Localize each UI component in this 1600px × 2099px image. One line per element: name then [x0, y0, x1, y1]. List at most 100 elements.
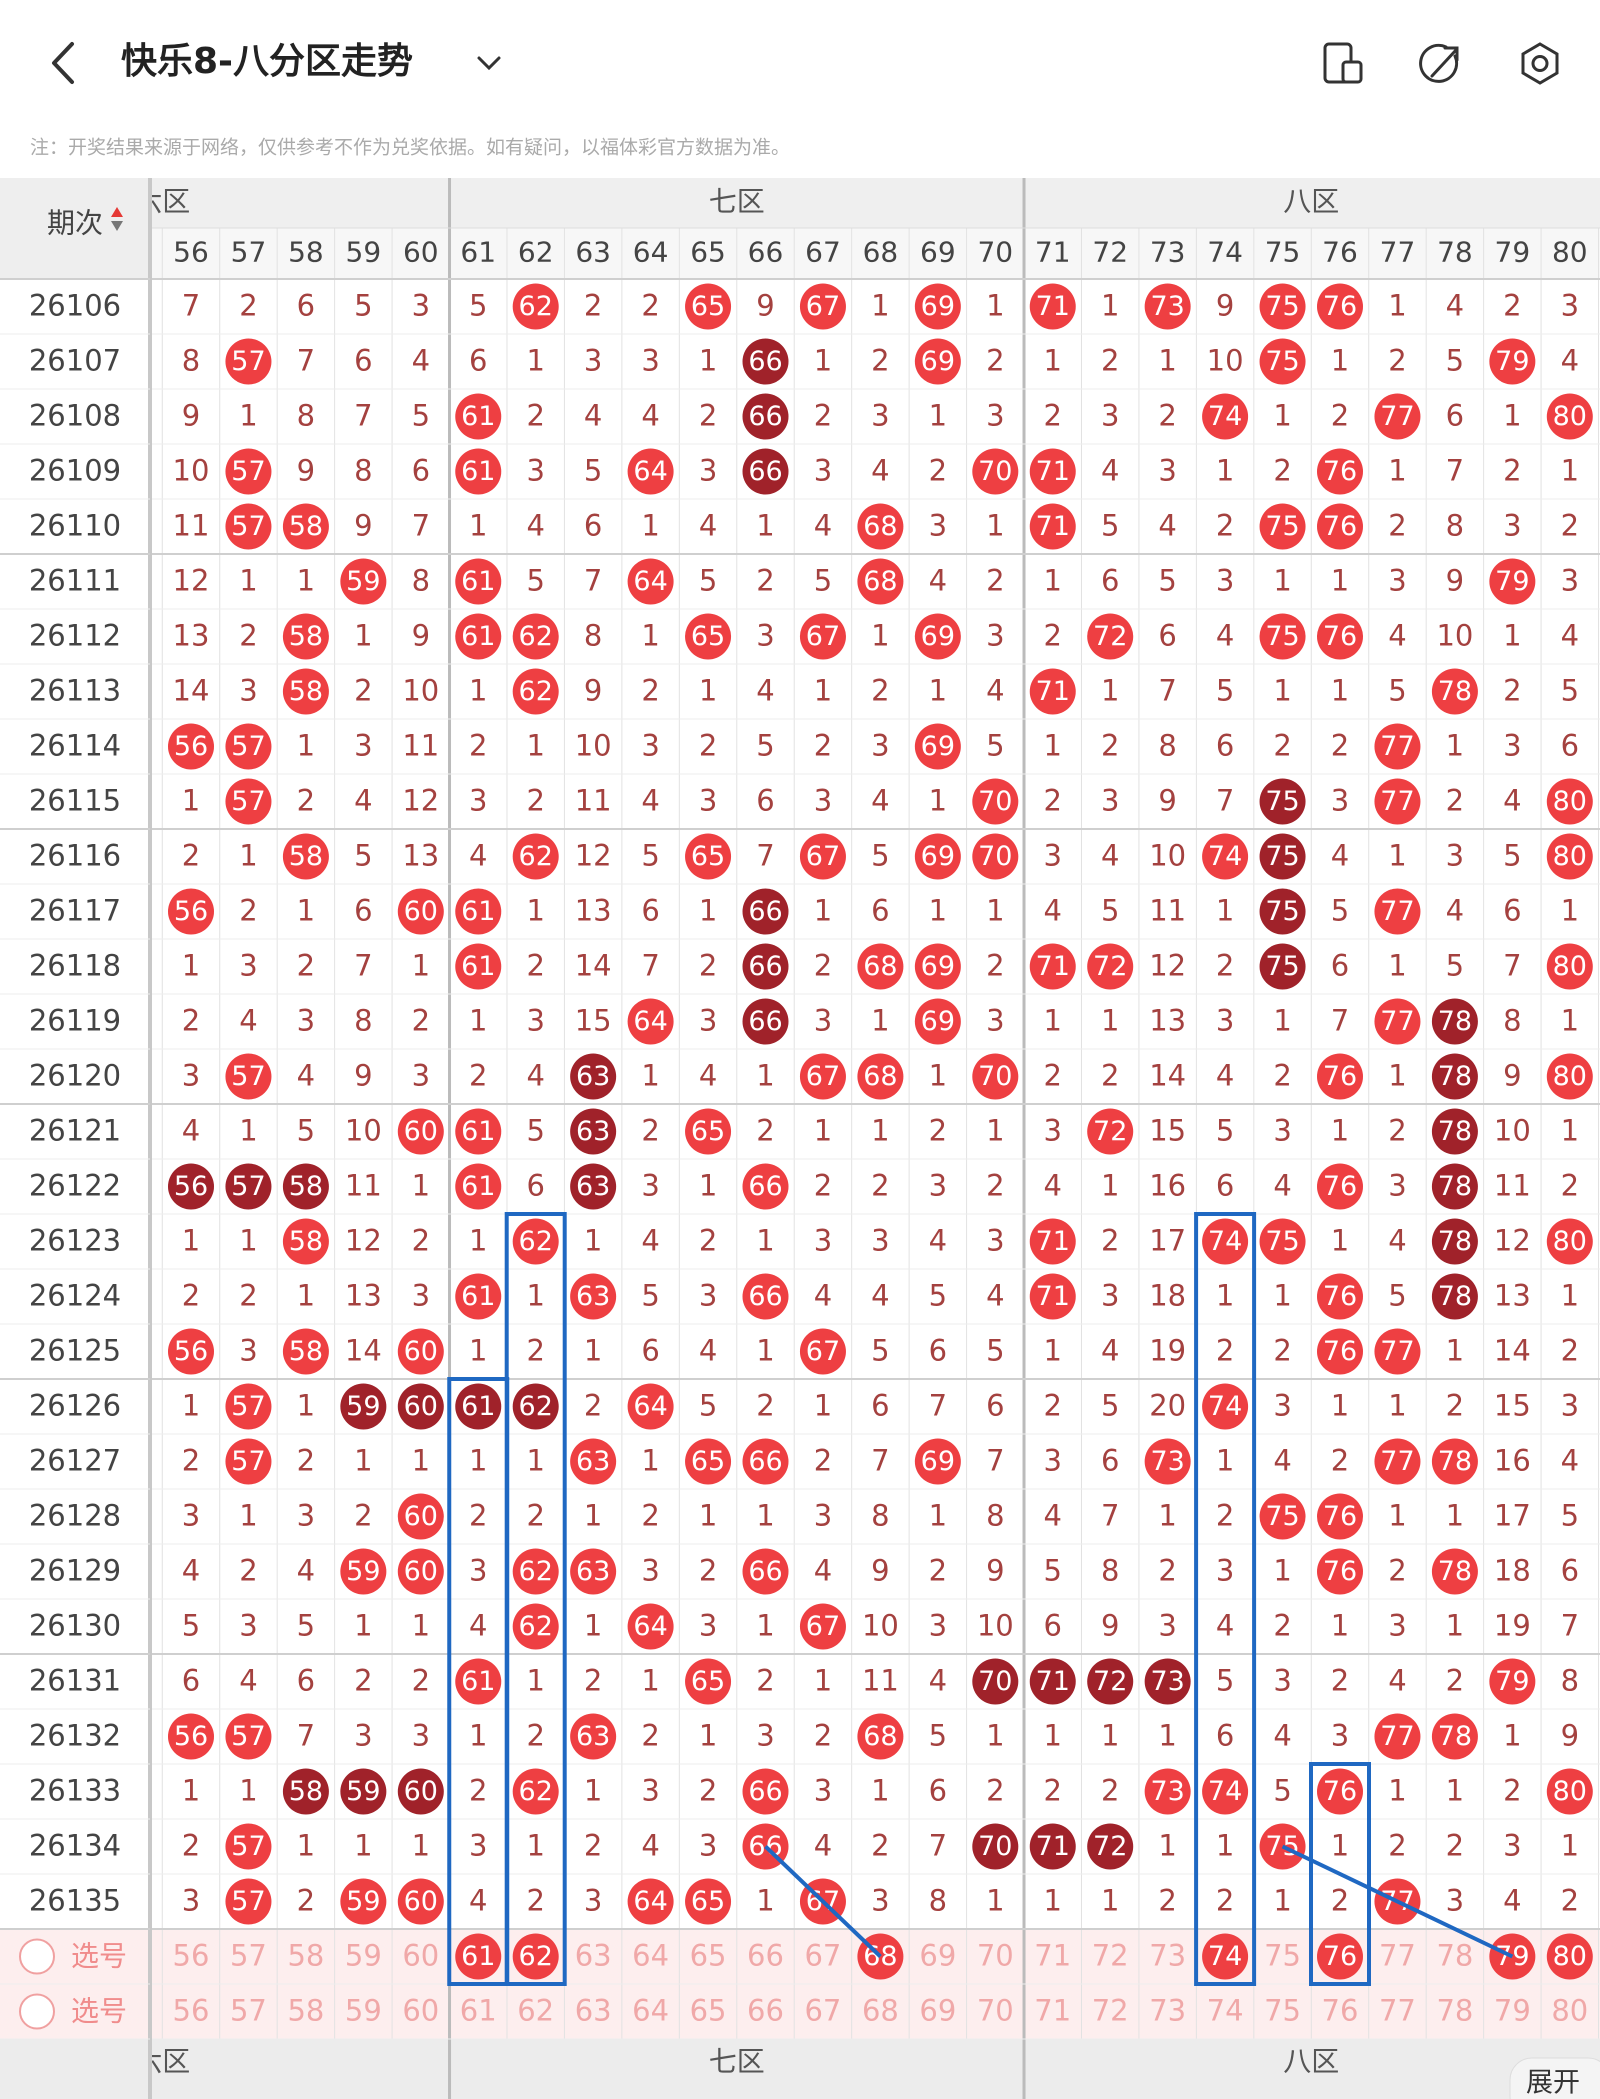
cell-number: 2 [1331, 1664, 1349, 1698]
cell-number: 13 [345, 1279, 382, 1313]
cell-number: 1 [1044, 564, 1062, 598]
number-ball [1202, 833, 1249, 880]
cell-number: 1 [469, 674, 487, 708]
cell-number: 2 [1273, 1609, 1291, 1643]
cell-number: 1 [641, 619, 659, 653]
number-ball [282, 1768, 329, 1815]
cell-number: 8 [871, 1499, 889, 1533]
ball-number: 66 [748, 346, 782, 377]
cell-number: 2 [756, 564, 774, 598]
cell-number: 4 [1273, 1444, 1291, 1478]
number-header-bg [0, 228, 1600, 279]
number-ball [340, 1548, 387, 1595]
cell-number: 1 [1388, 1774, 1406, 1808]
sort-indicator[interactable] [111, 207, 123, 217]
cell-number: 3 [756, 1719, 774, 1753]
period-number: 26127 [29, 1444, 121, 1478]
number-ball [799, 1603, 846, 1650]
cell-number: 2 [871, 1169, 889, 1203]
device-icon[interactable] [1323, 42, 1363, 84]
cell-number: 1 [297, 729, 315, 763]
cell-number: 1 [297, 894, 315, 928]
cell-number: 1 [986, 289, 1004, 323]
cell-number: 67 [804, 1994, 841, 2028]
number-ball [1431, 1438, 1478, 1485]
cell-number: 4 [871, 454, 889, 488]
cell-number: 3 [469, 784, 487, 818]
number-ball [455, 448, 502, 495]
settings-icon[interactable] [1521, 42, 1559, 85]
ball-number: 60 [404, 1501, 438, 1532]
cell-number: 8 [1561, 1664, 1579, 1698]
cell-number: 4 [1044, 1499, 1062, 1533]
number-ball [1317, 1163, 1363, 1210]
cell-number: 1 [1446, 1774, 1464, 1808]
ball-number: 77 [1380, 731, 1414, 762]
cell-number: 2 [412, 1224, 430, 1258]
cell-number: 17 [1494, 1499, 1531, 1533]
cell-number: 8 [182, 344, 200, 378]
cell-number: 8 [354, 454, 372, 488]
select-radio[interactable] [19, 1938, 55, 1975]
cell-number: 1 [526, 1664, 544, 1698]
cell-number: 17 [1149, 1224, 1186, 1258]
cell-number: 2 [1446, 784, 1464, 818]
select-radio[interactable] [19, 1993, 55, 2030]
column-number: 74 [1207, 236, 1243, 269]
cell-number: 1 [1044, 1334, 1062, 1368]
cell-number: 2 [929, 1554, 947, 1588]
cell-number: 5 [1331, 894, 1349, 928]
cell-number: 9 [986, 1554, 1004, 1588]
number-ball [1546, 833, 1593, 880]
cell-number: 1 [469, 1719, 487, 1753]
cell-number: 13 [402, 839, 439, 873]
cell-number: 1 [412, 1829, 430, 1863]
period-number: 26113 [29, 674, 121, 708]
number-ball [627, 1878, 674, 1925]
cell-number: 1 [239, 1114, 257, 1148]
cell-number: 6 [1101, 1444, 1119, 1478]
cell-number: 4 [929, 1224, 947, 1258]
ball-number: 59 [346, 1886, 380, 1917]
cell-number: 2 [986, 949, 1004, 983]
ball-number: 61 [461, 456, 495, 487]
cell-number: 1 [182, 1389, 200, 1423]
cell-number: 14 [1149, 1059, 1186, 1093]
cell-number: 2 [469, 729, 487, 763]
expand-button[interactable] [1509, 2057, 1600, 2099]
cell-number: 2 [1044, 1059, 1062, 1093]
cell-number: 4 [584, 399, 602, 433]
cell-number: 5 [1503, 839, 1521, 873]
cell-number: 6 [1503, 894, 1521, 928]
column-number: 62 [518, 236, 554, 269]
ball-number: 73 [1150, 1666, 1184, 1697]
ball-number: 70 [978, 786, 1012, 817]
cell-number: 7 [297, 1719, 315, 1753]
ball-number: 61 [461, 1391, 495, 1422]
cell-number: 1 [1388, 839, 1406, 873]
number-ball [627, 1603, 674, 1650]
number-ball [1202, 1383, 1249, 1430]
number-ball [570, 1053, 617, 1100]
cell-number: 8 [354, 1004, 372, 1038]
number-ball [1029, 1218, 1076, 1265]
ball-number: 69 [921, 731, 955, 762]
number-ball [972, 1823, 1019, 1870]
cell-number: 10 [402, 674, 439, 708]
cell-number: 5 [1216, 1664, 1234, 1698]
cell-number: 4 [1216, 619, 1234, 653]
cell-number: 12 [575, 839, 612, 873]
back-button[interactable] [52, 42, 74, 84]
cell-number: 2 [526, 399, 544, 433]
cell-number: 78 [1436, 1994, 1473, 2028]
share-icon[interactable] [1419, 43, 1459, 83]
cell-number: 1 [354, 619, 372, 653]
cell-number: 8 [1158, 729, 1176, 763]
ball-number: 57 [231, 1391, 265, 1422]
number-ball [512, 1218, 559, 1265]
cell-number: 56 [173, 1939, 210, 1973]
cell-number: 3 [641, 344, 659, 378]
sort-indicator[interactable] [111, 221, 123, 231]
title-dropdown[interactable] [477, 56, 501, 71]
number-ball [857, 1053, 904, 1100]
